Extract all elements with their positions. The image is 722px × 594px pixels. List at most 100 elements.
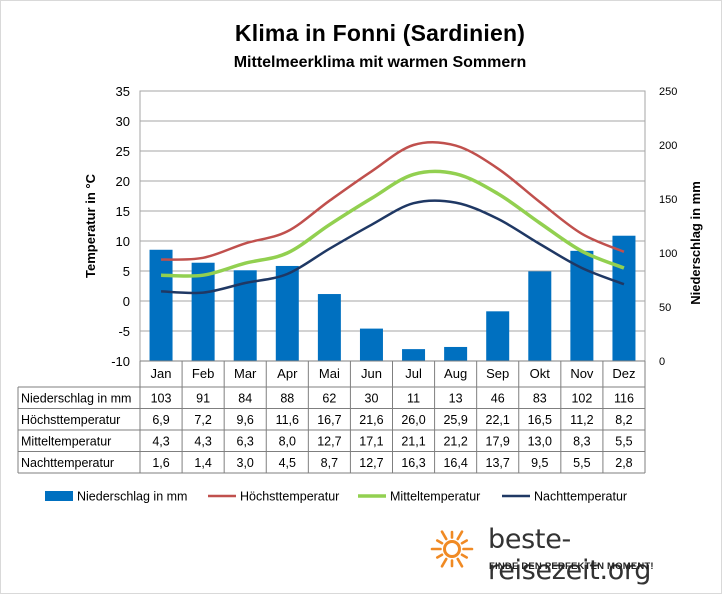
legend-label: Höchsttemperatur [240,490,339,504]
table-cell: 91 [196,392,210,406]
site-tagline: FINDE DEN PERFEKTEN MOMENT! [489,561,654,572]
legend: Niederschlag in mm Höchsttemperatur Mittel… [45,490,627,504]
table-cell: 9,6 [237,413,254,427]
table-cell: 4,5 [279,456,296,470]
x-category-label: Dez [612,366,635,381]
table-cell: 17,9 [486,435,510,449]
y-right-tick-label: 200 [659,140,677,152]
table-cell: 16,3 [401,456,425,470]
precipitation-bar [570,250,594,361]
sun-ray [460,553,469,559]
table-cell: 21,6 [359,413,383,427]
x-category-label: Mai [319,366,340,381]
temperature-line [160,199,625,295]
table-cell: 88 [280,392,294,406]
x-category-label: Jan [151,366,172,381]
x-category-label: Okt [530,366,551,381]
precipitation-bar [444,346,468,361]
x-category-label: Sep [486,366,509,381]
table-cell: 25,9 [443,413,467,427]
table-cell: 5,5 [573,456,590,470]
table-cell: 21,2 [443,435,467,449]
y-right-tick-label: 250 [659,86,677,98]
table-cell: 26,0 [401,413,425,427]
sun-logo-icon [430,530,474,568]
x-category-label: Jul [405,366,422,381]
chart-subtitle: Mittelmeerklima mit warmen Sommern [233,54,527,71]
table-cell: 12,7 [317,435,341,449]
table-cell: 30 [365,392,379,406]
y-right-tick-label: 150 [659,194,677,206]
precipitation-bar [528,271,552,361]
site-name[interactable]: beste-reisezeit.org [488,524,652,586]
x-category-label: Feb [192,366,214,381]
temperature-line [161,169,625,278]
table-cell: 13,7 [486,456,510,470]
y-left-tick-label: 35 [116,84,130,99]
table-row-label: Höchsttemperatur [21,413,120,427]
table-cell: 17,1 [359,435,383,449]
table-cell: 62 [322,392,336,406]
table-cell: 46 [491,392,505,406]
chart-title: Klima in Fonni (Sardinien) [234,20,526,46]
table-cell: 5,5 [615,435,632,449]
table-cell: 84 [238,392,252,406]
table-cell: 116 [614,392,634,406]
table-cell: 12,7 [359,456,383,470]
y-left-tick-label: 20 [116,174,130,189]
sun-ray [456,557,464,568]
table-cell: 11,6 [276,413,299,427]
table-cell: 1,4 [194,456,211,470]
y-left-tick-label: -10 [111,354,130,369]
precipitation-bar [149,249,173,361]
table-cell: 4,3 [152,435,169,449]
sun-ray [435,553,444,559]
sun-ray [440,557,448,568]
precipitation-bar [612,235,636,361]
table-cell: 8,2 [615,413,632,427]
table-cell: 103 [151,392,172,406]
table-cell: 8,0 [279,435,296,449]
y-left-tick-label: 10 [116,234,130,249]
table-cell: 16,7 [317,413,341,427]
table-cell: 11,2 [570,413,593,427]
y-left-tick-label: 0 [123,294,130,309]
sun-ray [440,530,448,541]
sun-ray [456,530,464,541]
legend-swatch [45,491,73,501]
x-category-label: Nov [570,366,594,381]
data-table: Jan Feb Mar Apr Mai Jun Jul Aug Sep Okt Nov Dez Nied… [17,360,646,474]
precipitation-bar [275,265,299,361]
precipitation-bar [486,311,510,361]
table-cell: 7,2 [194,413,211,427]
table-cell: 6,9 [152,413,169,427]
table-cell: 22,1 [486,413,510,427]
precipitation-bar [402,349,426,361]
x-category-label: Jun [361,366,382,381]
grid-lines [139,90,646,362]
table-cell: 9,5 [531,456,548,470]
table-cell: 16,4 [443,456,467,470]
legend-label: Mitteltemperatur [390,490,480,504]
y-right-tick-label: 100 [659,248,677,260]
y-right-axis-title: Niederschlag in mm [688,181,703,305]
table-cell: 13,0 [528,435,552,449]
legend-label: Niederschlag in mm [77,490,187,504]
table-cell: 102 [571,392,592,406]
sun-ray [460,539,469,545]
legend-label: Nachttemperatur [534,490,627,504]
temperature-lines [160,140,625,295]
table-cell: 6,3 [237,435,254,449]
table-cell: 11 [407,392,420,406]
axes: -10 -5 0 5 10 15 20 25 30 35 0 50 100 150 200 250 Temper… [83,84,703,369]
table-row-label: Mitteltemperatur [21,435,111,449]
table-cell: 4,3 [194,435,211,449]
precipitation-bar [191,262,215,361]
x-category-label: Aug [444,366,467,381]
table-cell: 21,1 [401,435,425,449]
table-cell: 8,7 [321,456,338,470]
x-category-label: Apr [277,366,298,381]
table-cell: 1,6 [152,456,169,470]
table-row-label: Nachttemperatur [21,456,114,470]
